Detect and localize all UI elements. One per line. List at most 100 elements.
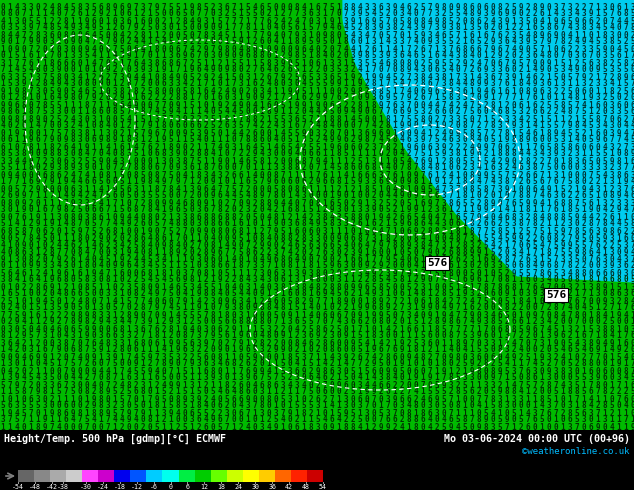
Text: 0: 0: [470, 401, 474, 411]
Text: 2: 2: [596, 401, 600, 411]
Text: 0: 0: [274, 100, 278, 109]
Text: 7: 7: [231, 247, 236, 256]
Text: 1: 1: [330, 226, 334, 236]
Text: 1: 1: [302, 416, 306, 424]
Text: 6: 6: [224, 360, 230, 368]
Text: 4: 4: [70, 115, 75, 123]
Text: 2: 2: [141, 422, 145, 432]
Text: 5: 5: [624, 87, 628, 96]
Text: 0: 0: [330, 45, 334, 53]
Text: 7: 7: [610, 17, 614, 25]
Text: 2: 2: [547, 303, 552, 313]
Text: 9: 9: [246, 94, 250, 102]
Text: 9: 9: [435, 17, 439, 25]
Text: 8: 8: [560, 198, 566, 207]
Text: 1: 1: [238, 143, 243, 151]
Text: 0: 0: [190, 205, 194, 215]
Text: 9: 9: [589, 205, 593, 215]
Text: 7: 7: [260, 373, 264, 383]
Text: 1: 1: [78, 254, 82, 264]
Text: 5: 5: [183, 311, 187, 319]
Text: 1: 1: [385, 290, 391, 298]
Text: 1: 1: [288, 100, 292, 109]
Text: 1: 1: [197, 87, 202, 96]
Text: 1: 1: [631, 416, 634, 424]
Text: 2: 2: [351, 290, 355, 298]
Text: 6: 6: [267, 73, 271, 81]
Text: 5: 5: [49, 296, 55, 305]
Text: 0: 0: [610, 2, 614, 11]
Text: 7: 7: [392, 409, 398, 417]
Text: 9: 9: [553, 149, 559, 158]
Text: 9: 9: [344, 107, 348, 117]
Text: 7: 7: [63, 318, 68, 326]
Text: 0: 0: [36, 2, 41, 11]
Text: 4: 4: [15, 30, 19, 40]
Text: 4: 4: [15, 422, 19, 432]
Text: 7: 7: [540, 45, 545, 53]
Text: 7: 7: [176, 296, 180, 305]
Text: 4: 4: [428, 17, 432, 25]
Text: 8: 8: [134, 164, 138, 172]
Text: 3: 3: [533, 367, 537, 375]
Text: 7: 7: [316, 164, 320, 172]
Text: 4: 4: [330, 401, 334, 411]
Text: 2: 2: [190, 79, 194, 89]
Text: 8: 8: [337, 283, 341, 292]
Text: 5: 5: [553, 269, 559, 277]
Text: 6: 6: [470, 388, 474, 396]
Text: 1: 1: [456, 290, 460, 298]
Text: 7: 7: [246, 409, 250, 417]
Text: 3: 3: [456, 115, 460, 123]
Text: 4: 4: [15, 409, 19, 417]
Text: 4: 4: [624, 401, 628, 411]
Text: 5: 5: [385, 311, 391, 319]
Text: 2: 2: [406, 149, 411, 158]
Text: 9: 9: [302, 100, 306, 109]
Text: 4: 4: [190, 324, 194, 334]
Text: 6: 6: [344, 381, 348, 390]
Text: 0: 0: [316, 226, 320, 236]
Text: 4: 4: [372, 122, 377, 130]
Text: 0: 0: [267, 24, 271, 32]
Text: 9: 9: [70, 311, 75, 319]
Text: 1: 1: [197, 373, 202, 383]
Text: 2: 2: [358, 275, 362, 285]
Text: 9: 9: [574, 234, 579, 243]
Text: 8: 8: [274, 171, 278, 179]
Text: 1: 1: [176, 136, 180, 145]
Text: 6: 6: [42, 283, 48, 292]
Text: 8: 8: [463, 247, 467, 256]
Text: 6: 6: [428, 79, 432, 89]
Text: 9: 9: [624, 177, 628, 187]
Text: 9: 9: [92, 401, 96, 411]
Text: 8: 8: [519, 192, 523, 200]
Text: 9: 9: [358, 107, 362, 117]
Text: 8: 8: [217, 226, 223, 236]
Text: 9: 9: [162, 241, 166, 249]
Text: 0: 0: [491, 213, 495, 221]
Text: 6: 6: [512, 318, 516, 326]
Text: 5: 5: [78, 303, 82, 313]
Text: 1: 1: [617, 339, 621, 347]
Text: 9: 9: [477, 9, 481, 19]
Text: 4: 4: [120, 416, 124, 424]
Text: 7: 7: [63, 388, 68, 396]
Text: 1: 1: [505, 381, 509, 390]
Text: 4: 4: [399, 254, 404, 264]
Text: 3: 3: [547, 352, 552, 362]
Text: 9: 9: [162, 198, 166, 207]
Bar: [179, 470, 195, 482]
Text: 8: 8: [624, 367, 628, 375]
Text: 0: 0: [120, 192, 124, 200]
Text: 3: 3: [567, 401, 573, 411]
Text: 8: 8: [85, 388, 89, 396]
Text: 7: 7: [406, 79, 411, 89]
Text: 2: 2: [141, 290, 145, 298]
Text: 7: 7: [540, 38, 545, 47]
Text: 1: 1: [484, 275, 488, 285]
Text: 1: 1: [15, 205, 19, 215]
Text: 1: 1: [330, 149, 334, 158]
Text: 0: 0: [29, 149, 34, 158]
Text: 6: 6: [162, 234, 166, 243]
